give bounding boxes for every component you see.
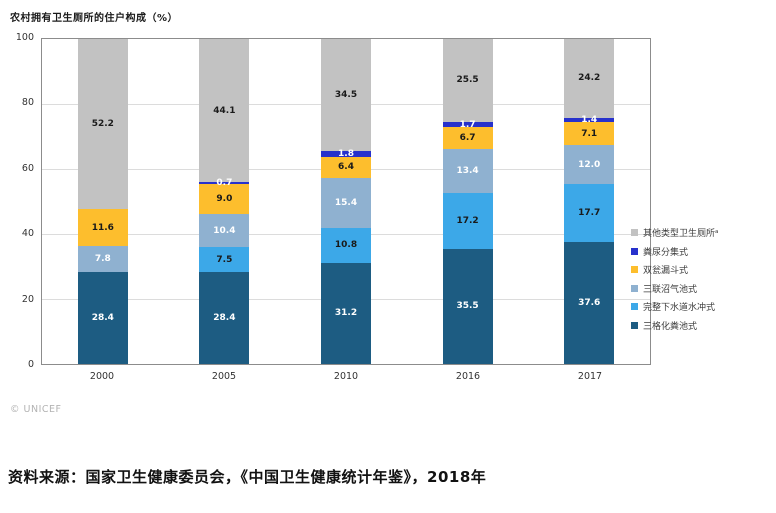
bar-segment: 17.7 (564, 184, 615, 242)
legend-item: 双瓮漏斗式 (631, 263, 771, 276)
segment-value-label: 1.4 (581, 114, 598, 125)
segment-value-label: 37.6 (578, 297, 601, 308)
bar-segment: 1.4 (564, 114, 615, 125)
bar-2016: 35.5 17.2 13.4 6.7 1.7 25.5 (442, 39, 493, 364)
unicef-credit: © UNICEF (10, 404, 62, 415)
legend-label: 完整下水道水冲式 (643, 303, 716, 313)
bar-segment: 35.5 (442, 248, 493, 364)
x-tick-label: 2000 (89, 371, 115, 382)
legend-item: 其他类型卫生厕所ᵃ (631, 226, 771, 239)
bar-2005: 28.4 7.5 10.4 9.0 0.7 44.1 (199, 38, 250, 364)
legend-label: 三联沼气池式 (643, 284, 698, 295)
segment-value-label: 28.4 (213, 312, 236, 323)
legend-swatch (631, 284, 638, 292)
segment-value-label: 10.4 (213, 225, 236, 236)
segment-value-label: 7.8 (94, 254, 111, 265)
bar-segment: 28.4 (77, 271, 128, 364)
legend: 其他类型卫生厕所ᵃ 粪尿分集式双瓮漏斗式三联沼气池式完整下水道水冲式 三格化粪池式 (631, 226, 771, 337)
bar-segment: 10.8 (321, 227, 371, 263)
bar-segment: 15.4 (321, 177, 371, 228)
segment-value-label: 13.4 (456, 165, 479, 176)
x-tick-label: 2017 (577, 371, 603, 382)
bar-segment: 11.6 (77, 208, 128, 247)
bar-segment: 17.2 (442, 192, 493, 249)
bar-segment: 34.5 (321, 39, 371, 152)
bar-segment: 7.1 (564, 122, 615, 146)
bar-segment: 6.4 (321, 156, 371, 178)
legend-label: 三格化粪池式 (643, 321, 698, 332)
y-tick-label: 80 (21, 97, 34, 109)
segment-value-label: 6.7 (459, 133, 476, 144)
x-tick-label: 2005 (211, 371, 237, 382)
segment-value-label: 35.5 (456, 301, 479, 312)
segment-value-label: 10.8 (334, 240, 358, 251)
bar-segment: 44.1 (199, 38, 250, 183)
source-note: 资料来源：国家卫生健康委员会，《中国卫生健康统计年鉴》，2018年 (8, 468, 487, 486)
segment-value-label: 25.5 (456, 75, 479, 86)
legend-label: 双瓮漏斗式 (643, 266, 689, 276)
segment-value-label: 6.4 (338, 162, 354, 173)
segment-value-label: 52.2 (91, 118, 114, 129)
chart-title: 农村拥有卫生厕所的住户构成（%） (10, 13, 179, 24)
bar-segment: 1.7 (442, 119, 493, 130)
legend-item: 三联沼气池式 (631, 282, 771, 295)
segment-value-label: 7.5 (216, 254, 233, 265)
bar-2017: 37.6 17.7 12.0 7.1 1.4 24.2 (564, 39, 615, 364)
segment-value-label: 15.4 (334, 197, 358, 208)
legend-swatch (631, 266, 638, 273)
bar-segment: 1.8 (321, 148, 371, 159)
segment-value-label: 17.2 (456, 215, 479, 226)
bar-segment: 24.2 (564, 39, 615, 118)
bar-2010: 31.2 10.8 15.4 6.4 1.8 34.5 (321, 39, 371, 364)
bar-segment: 6.7 (442, 127, 493, 150)
legend-label: 其他类型卫生厕所ᵃ (643, 229, 719, 239)
segment-value-label: 34.5 (334, 90, 358, 100)
segment-value-label: 0.7 (216, 178, 233, 189)
bar-2000: 28.4 7.8 11.6 52.2 (77, 39, 128, 364)
stacked-bar-chart: 28.4 7.8 11.6 52.2 28.4 7.5 10.4 9.0 0.7 44.1 31.2… (16, 33, 651, 382)
plot-area: 28.4 7.8 11.6 52.2 28.4 7.5 10.4 9.0 0.7 44.1 31.2… (41, 38, 651, 365)
segment-value-label: 7.1 (581, 128, 598, 139)
legend-swatch (631, 303, 638, 310)
y-tick-label: 60 (21, 162, 34, 174)
y-tick-label: 0 (27, 359, 34, 370)
segment-value-label: 17.7 (578, 208, 601, 219)
bar-segment: 25.5 (442, 39, 493, 122)
segment-value-label: 24.2 (578, 73, 601, 84)
bar-segment: 31.2 (321, 262, 371, 364)
bar-segment: 9.0 (199, 184, 250, 214)
legend-item: 完整下水道水冲式 (631, 300, 771, 313)
segment-value-label: 44.1 (213, 105, 236, 116)
bar-segment: 10.4 (199, 213, 250, 248)
y-tick-label: 20 (21, 293, 34, 305)
legend-label: 粪尿分集式 (643, 247, 689, 258)
bar-segment: 52.2 (77, 39, 128, 209)
bar-segment: 7.5 (199, 247, 250, 272)
bar-segment: 7.8 (77, 246, 128, 272)
segment-value-label: 28.4 (91, 312, 114, 323)
bar-segment: 37.6 (564, 241, 615, 364)
legend-swatch (631, 247, 638, 255)
legend-item: 粪尿分集式 (631, 245, 771, 258)
segment-value-label: 31.2 (334, 308, 358, 319)
bar-segment: 12.0 (564, 145, 615, 185)
legend-item: 三格化粪池式 (631, 319, 771, 332)
bar-segment: 0.7 (199, 178, 250, 188)
segment-value-label: 12.0 (578, 159, 601, 170)
bar-segment: 13.4 (442, 149, 493, 193)
y-axis-labels: 0 20 40 60 80 100 (16, 33, 651, 370)
legend-swatch (631, 321, 638, 329)
x-tick-label: 2016 (455, 371, 481, 382)
x-tick-label: 2010 (333, 371, 359, 382)
bar-segment: 28.4 (199, 271, 250, 364)
segment-value-label: 11.6 (91, 222, 114, 233)
segment-value-label: 1.7 (459, 119, 476, 130)
y-tick-label: 40 (21, 228, 34, 240)
segment-value-label: 9.0 (216, 194, 233, 205)
segment-value-label: 1.8 (338, 148, 354, 159)
y-tick-label: 100 (15, 32, 34, 43)
legend-swatch (631, 229, 638, 236)
